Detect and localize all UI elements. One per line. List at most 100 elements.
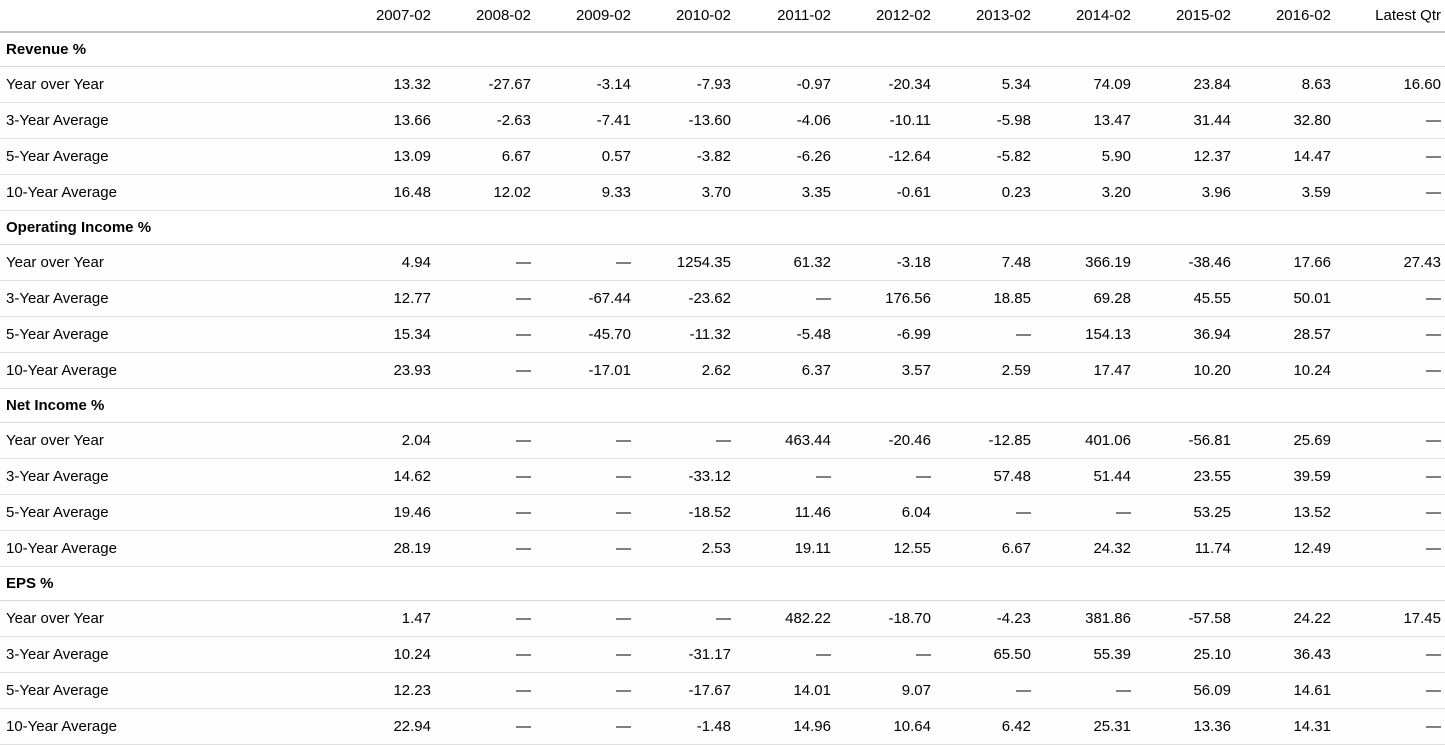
cell-value: 1.47 <box>335 600 435 637</box>
cell-value: 23.55 <box>1135 458 1235 495</box>
cell-value: 3.96 <box>1135 174 1235 211</box>
cell-value: -33.12 <box>635 458 735 495</box>
cell-value: -0.97 <box>735 66 835 103</box>
cell-value: 13.36 <box>1135 708 1235 745</box>
row-label: Year over Year <box>0 600 335 637</box>
cell-value: — <box>1335 708 1445 745</box>
row-label: 3-Year Average <box>0 636 335 673</box>
cell-value: 14.47 <box>1235 138 1335 175</box>
cell-value: -4.23 <box>935 600 1035 637</box>
cell-value: 24.32 <box>1035 530 1135 567</box>
cell-value: 19.11 <box>735 530 835 567</box>
section-header-row: EPS % <box>0 566 1445 601</box>
table-row: 3-Year Average 14.62— — -33.12— —57.48 51.44 2… <box>0 458 1445 495</box>
cell-value: 10.24 <box>335 636 435 673</box>
cell-value: — <box>535 458 635 495</box>
cell-value: 6.67 <box>435 138 535 175</box>
cell-value: 15.34 <box>335 316 435 353</box>
cell-value: 57.48 <box>935 458 1035 495</box>
column-header: 2014-02 <box>1035 0 1135 33</box>
cell-value: 14.62 <box>335 458 435 495</box>
section-header-row: Revenue % <box>0 32 1445 67</box>
cell-value: -6.26 <box>735 138 835 175</box>
cell-value: -10.11 <box>835 102 935 139</box>
section-title: Revenue % <box>0 32 1445 67</box>
table-row: 3-Year Average 12.77— -67.44 -23.62—176.56 1… <box>0 280 1445 317</box>
cell-value: — <box>535 708 635 745</box>
cell-value: 14.01 <box>735 672 835 709</box>
cell-value: -1.48 <box>635 708 735 745</box>
cell-value: 39.59 <box>1235 458 1335 495</box>
cell-value: — <box>635 600 735 637</box>
cell-value: — <box>1335 138 1445 175</box>
cell-value: 16.60 <box>1335 66 1445 103</box>
cell-value: 13.09 <box>335 138 435 175</box>
cell-value: — <box>435 280 535 317</box>
cell-value: 2.53 <box>635 530 735 567</box>
cell-value: 13.52 <box>1235 494 1335 531</box>
cell-value: — <box>535 494 635 531</box>
cell-value: — <box>535 422 635 459</box>
cell-value: 6.04 <box>835 494 935 531</box>
row-label: Year over Year <box>0 66 335 103</box>
cell-value: -20.34 <box>835 66 935 103</box>
column-header: 2015-02 <box>1135 0 1235 33</box>
cell-value: 25.10 <box>1135 636 1235 673</box>
cell-value: — <box>735 280 835 317</box>
section-header-row: Net Income % <box>0 388 1445 423</box>
column-header: 2012-02 <box>835 0 935 33</box>
row-label: Year over Year <box>0 422 335 459</box>
cell-value: -3.14 <box>535 66 635 103</box>
cell-value: 5.90 <box>1035 138 1135 175</box>
cell-value: 9.07 <box>835 672 935 709</box>
cell-value: 50.01 <box>1235 280 1335 317</box>
cell-value: 11.74 <box>1135 530 1235 567</box>
cell-value: 13.66 <box>335 102 435 139</box>
cell-value: -0.61 <box>835 174 935 211</box>
cell-value: — <box>1335 458 1445 495</box>
cell-value: 45.55 <box>1135 280 1235 317</box>
cell-value: — <box>1335 102 1445 139</box>
cell-value: 10.24 <box>1235 352 1335 389</box>
cell-value: 381.86 <box>1035 600 1135 637</box>
cell-value: -6.99 <box>835 316 935 353</box>
cell-value: -45.70 <box>535 316 635 353</box>
table-row: 5-Year Average 15.34— -45.70 -11.32 -5.48 -6.… <box>0 316 1445 353</box>
table-header: 2007-02 2008-02 2009-02 2010-02 2011-02 2012-… <box>0 0 1445 33</box>
cell-value: 1254.35 <box>635 244 735 281</box>
cell-value: 61.32 <box>735 244 835 281</box>
cell-value: -13.60 <box>635 102 735 139</box>
cell-value: -7.93 <box>635 66 735 103</box>
cell-value: — <box>735 636 835 673</box>
column-header: Latest Qtr <box>1335 0 1445 33</box>
cell-value: 14.96 <box>735 708 835 745</box>
cell-value: — <box>535 530 635 567</box>
cell-value: 25.31 <box>1035 708 1135 745</box>
cell-value: 32.80 <box>1235 102 1335 139</box>
cell-value: 154.13 <box>1035 316 1135 353</box>
cell-value: -5.48 <box>735 316 835 353</box>
table-row: 10-Year Average 16.48 12.02 9.33 3.70 3.35 -0.… <box>0 174 1445 211</box>
cell-value: 366.19 <box>1035 244 1135 281</box>
cell-value: 65.50 <box>935 636 1035 673</box>
row-label: 3-Year Average <box>0 280 335 317</box>
table-row: Year over Year 2.04— — —463.44 -20.46 -12.85 4… <box>0 422 1445 459</box>
cell-value: -3.82 <box>635 138 735 175</box>
row-label: Year over Year <box>0 244 335 281</box>
row-label: 10-Year Average <box>0 530 335 567</box>
cell-value: -38.46 <box>1135 244 1235 281</box>
cell-value: 2.62 <box>635 352 735 389</box>
cell-value: -27.67 <box>435 66 535 103</box>
cell-value: 53.25 <box>1135 494 1235 531</box>
table-row: 5-Year Average 19.46— — -18.52 11.46 6.04— —53… <box>0 494 1445 531</box>
table-row: 5-Year Average 12.23— — -17.67 14.01 9.07— —56… <box>0 672 1445 709</box>
table-row: 3-Year Average 10.24— — -31.17— —65.50 55.39 2… <box>0 636 1445 673</box>
cell-value: 51.44 <box>1035 458 1135 495</box>
cell-value: — <box>935 672 1035 709</box>
section-header-row: Operating Income % <box>0 210 1445 245</box>
cell-value: -17.01 <box>535 352 635 389</box>
cell-value: -17.67 <box>635 672 735 709</box>
cell-value: — <box>1035 672 1135 709</box>
cell-value: 7.48 <box>935 244 1035 281</box>
table-row: 5-Year Average 13.09 6.67 0.57 -3.82 -6.26 -12… <box>0 138 1445 175</box>
